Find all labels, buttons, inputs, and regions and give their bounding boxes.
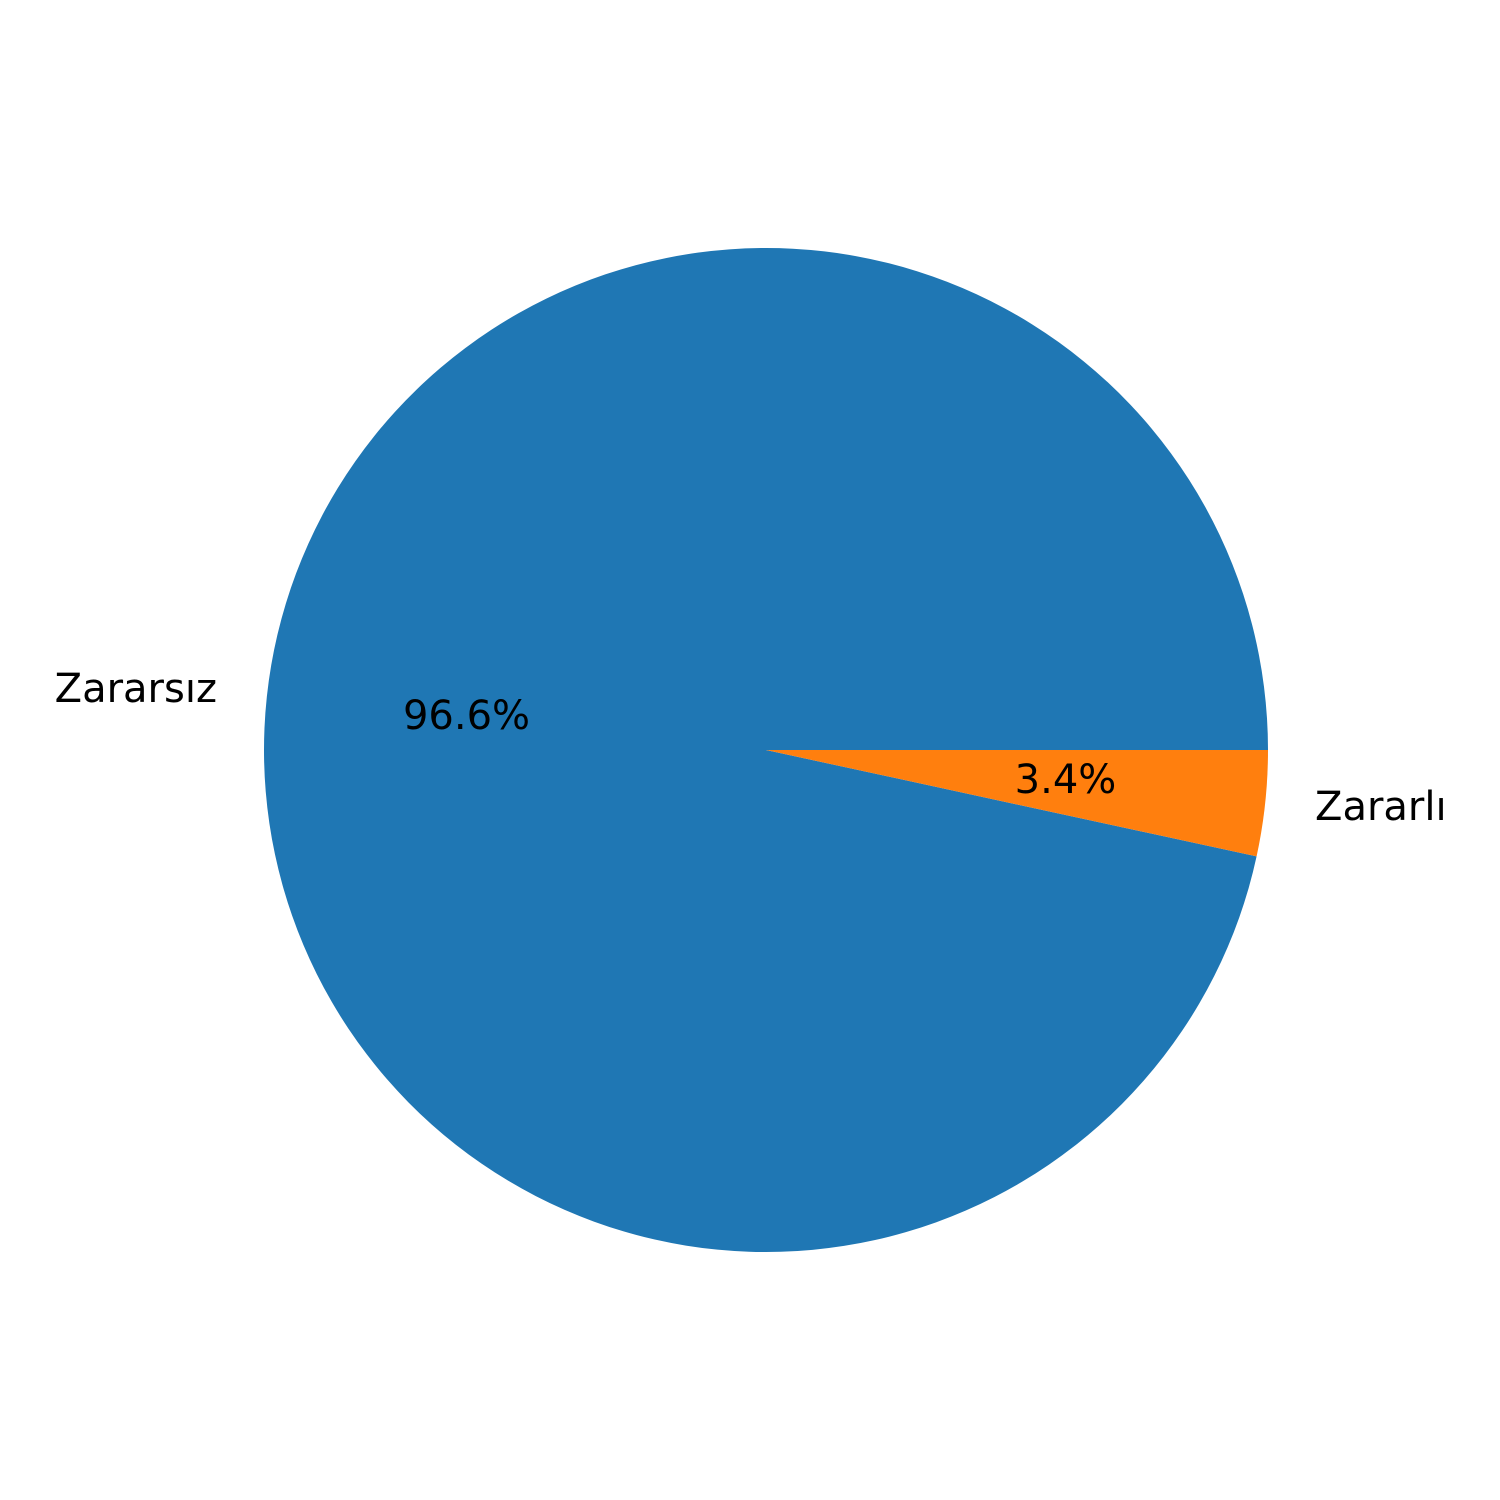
pie-slice-1 [766, 750, 1268, 857]
pie-slice-0 [263, 248, 1268, 1253]
slice-label-0: Zararsız [55, 666, 217, 712]
pie-slices [263, 248, 1268, 1253]
pie-labels: Zararsız 96.6% Zararlı 3.4% [55, 666, 1447, 830]
slice-label-1: Zararlı [1315, 784, 1447, 830]
slice-percent-label-0: 96.6% [403, 693, 530, 739]
slice-percent-label-1: 3.4% [1015, 757, 1117, 803]
